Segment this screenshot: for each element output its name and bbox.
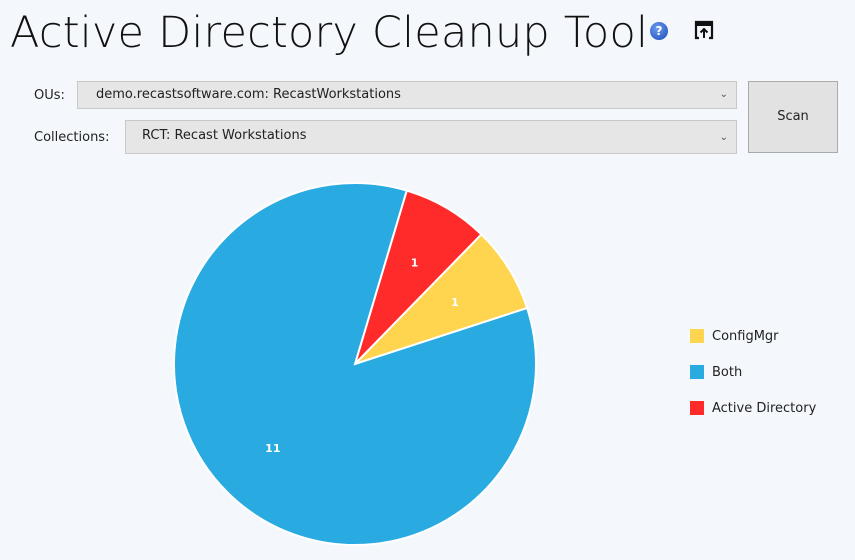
legend-item-both: Both <box>690 354 816 390</box>
pie-slice-both <box>173 182 537 546</box>
chart-legend: ConfigMgr Both Active Directory <box>690 318 816 426</box>
data-label: 1 <box>451 296 459 309</box>
data-label: 11 <box>265 442 280 455</box>
help-icon[interactable]: ? <box>650 22 668 40</box>
scan-button[interactable]: Scan <box>748 81 838 153</box>
legend-swatch <box>690 365 704 379</box>
chevron-down-icon: ⌄ <box>719 132 728 143</box>
page-title: Active Directory Cleanup Tool <box>10 8 649 58</box>
legend-swatch <box>690 401 704 415</box>
ous-label: OUs: <box>34 88 65 103</box>
collections-label: Collections: <box>34 130 110 145</box>
chevron-down-icon: ⌄ <box>719 89 728 100</box>
collections-dropdown[interactable]: RCT: Recast Workstations ⌄ <box>125 120 737 154</box>
legend-item-active-directory: Active Directory <box>690 390 816 426</box>
data-label: 1 <box>411 257 419 270</box>
ous-dropdown[interactable]: demo.recastsoftware.com: RecastWorkstati… <box>77 81 737 109</box>
popout-icon[interactable] <box>694 20 714 40</box>
legend-swatch <box>690 329 704 343</box>
legend-item-configmgr: ConfigMgr <box>690 318 816 354</box>
ous-value: demo.recastsoftware.com: RecastWorkstati… <box>96 87 401 102</box>
collections-value: RCT: Recast Workstations <box>142 128 307 143</box>
